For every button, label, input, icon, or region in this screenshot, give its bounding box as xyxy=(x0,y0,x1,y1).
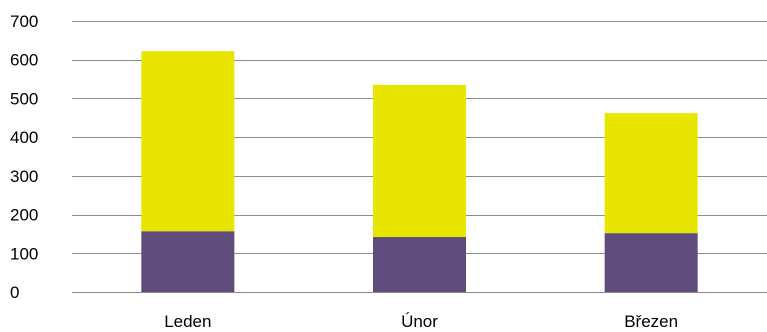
y-tick-label: 100 xyxy=(10,244,38,263)
y-axis-tick-labels: 0 100 200 300 400 500 600 700 xyxy=(10,12,38,302)
y-tick-label: 0 xyxy=(10,283,19,302)
y-tick-label: 500 xyxy=(10,89,38,108)
y-tick-label: 400 xyxy=(10,128,38,147)
bar-leden-series-2 xyxy=(141,51,235,232)
bar-březen-series-1 xyxy=(604,233,698,292)
bar-únor-series-2 xyxy=(373,84,466,238)
x-tick-label: Leden xyxy=(164,312,211,331)
x-tick-label: Únor xyxy=(401,312,438,331)
y-tick-label: 700 xyxy=(10,12,38,31)
x-axis-tick-labels: Leden Únor Březen xyxy=(164,312,678,331)
bar-březen-series-2 xyxy=(604,113,698,234)
x-tick-label: Březen xyxy=(624,312,678,331)
bar-únor-series-1 xyxy=(373,237,466,292)
bar-leden-series-1 xyxy=(141,231,235,292)
y-tick-label: 300 xyxy=(10,167,38,186)
bars xyxy=(141,51,698,292)
y-tick-label: 600 xyxy=(10,51,38,70)
y-tick-label: 200 xyxy=(10,206,38,225)
